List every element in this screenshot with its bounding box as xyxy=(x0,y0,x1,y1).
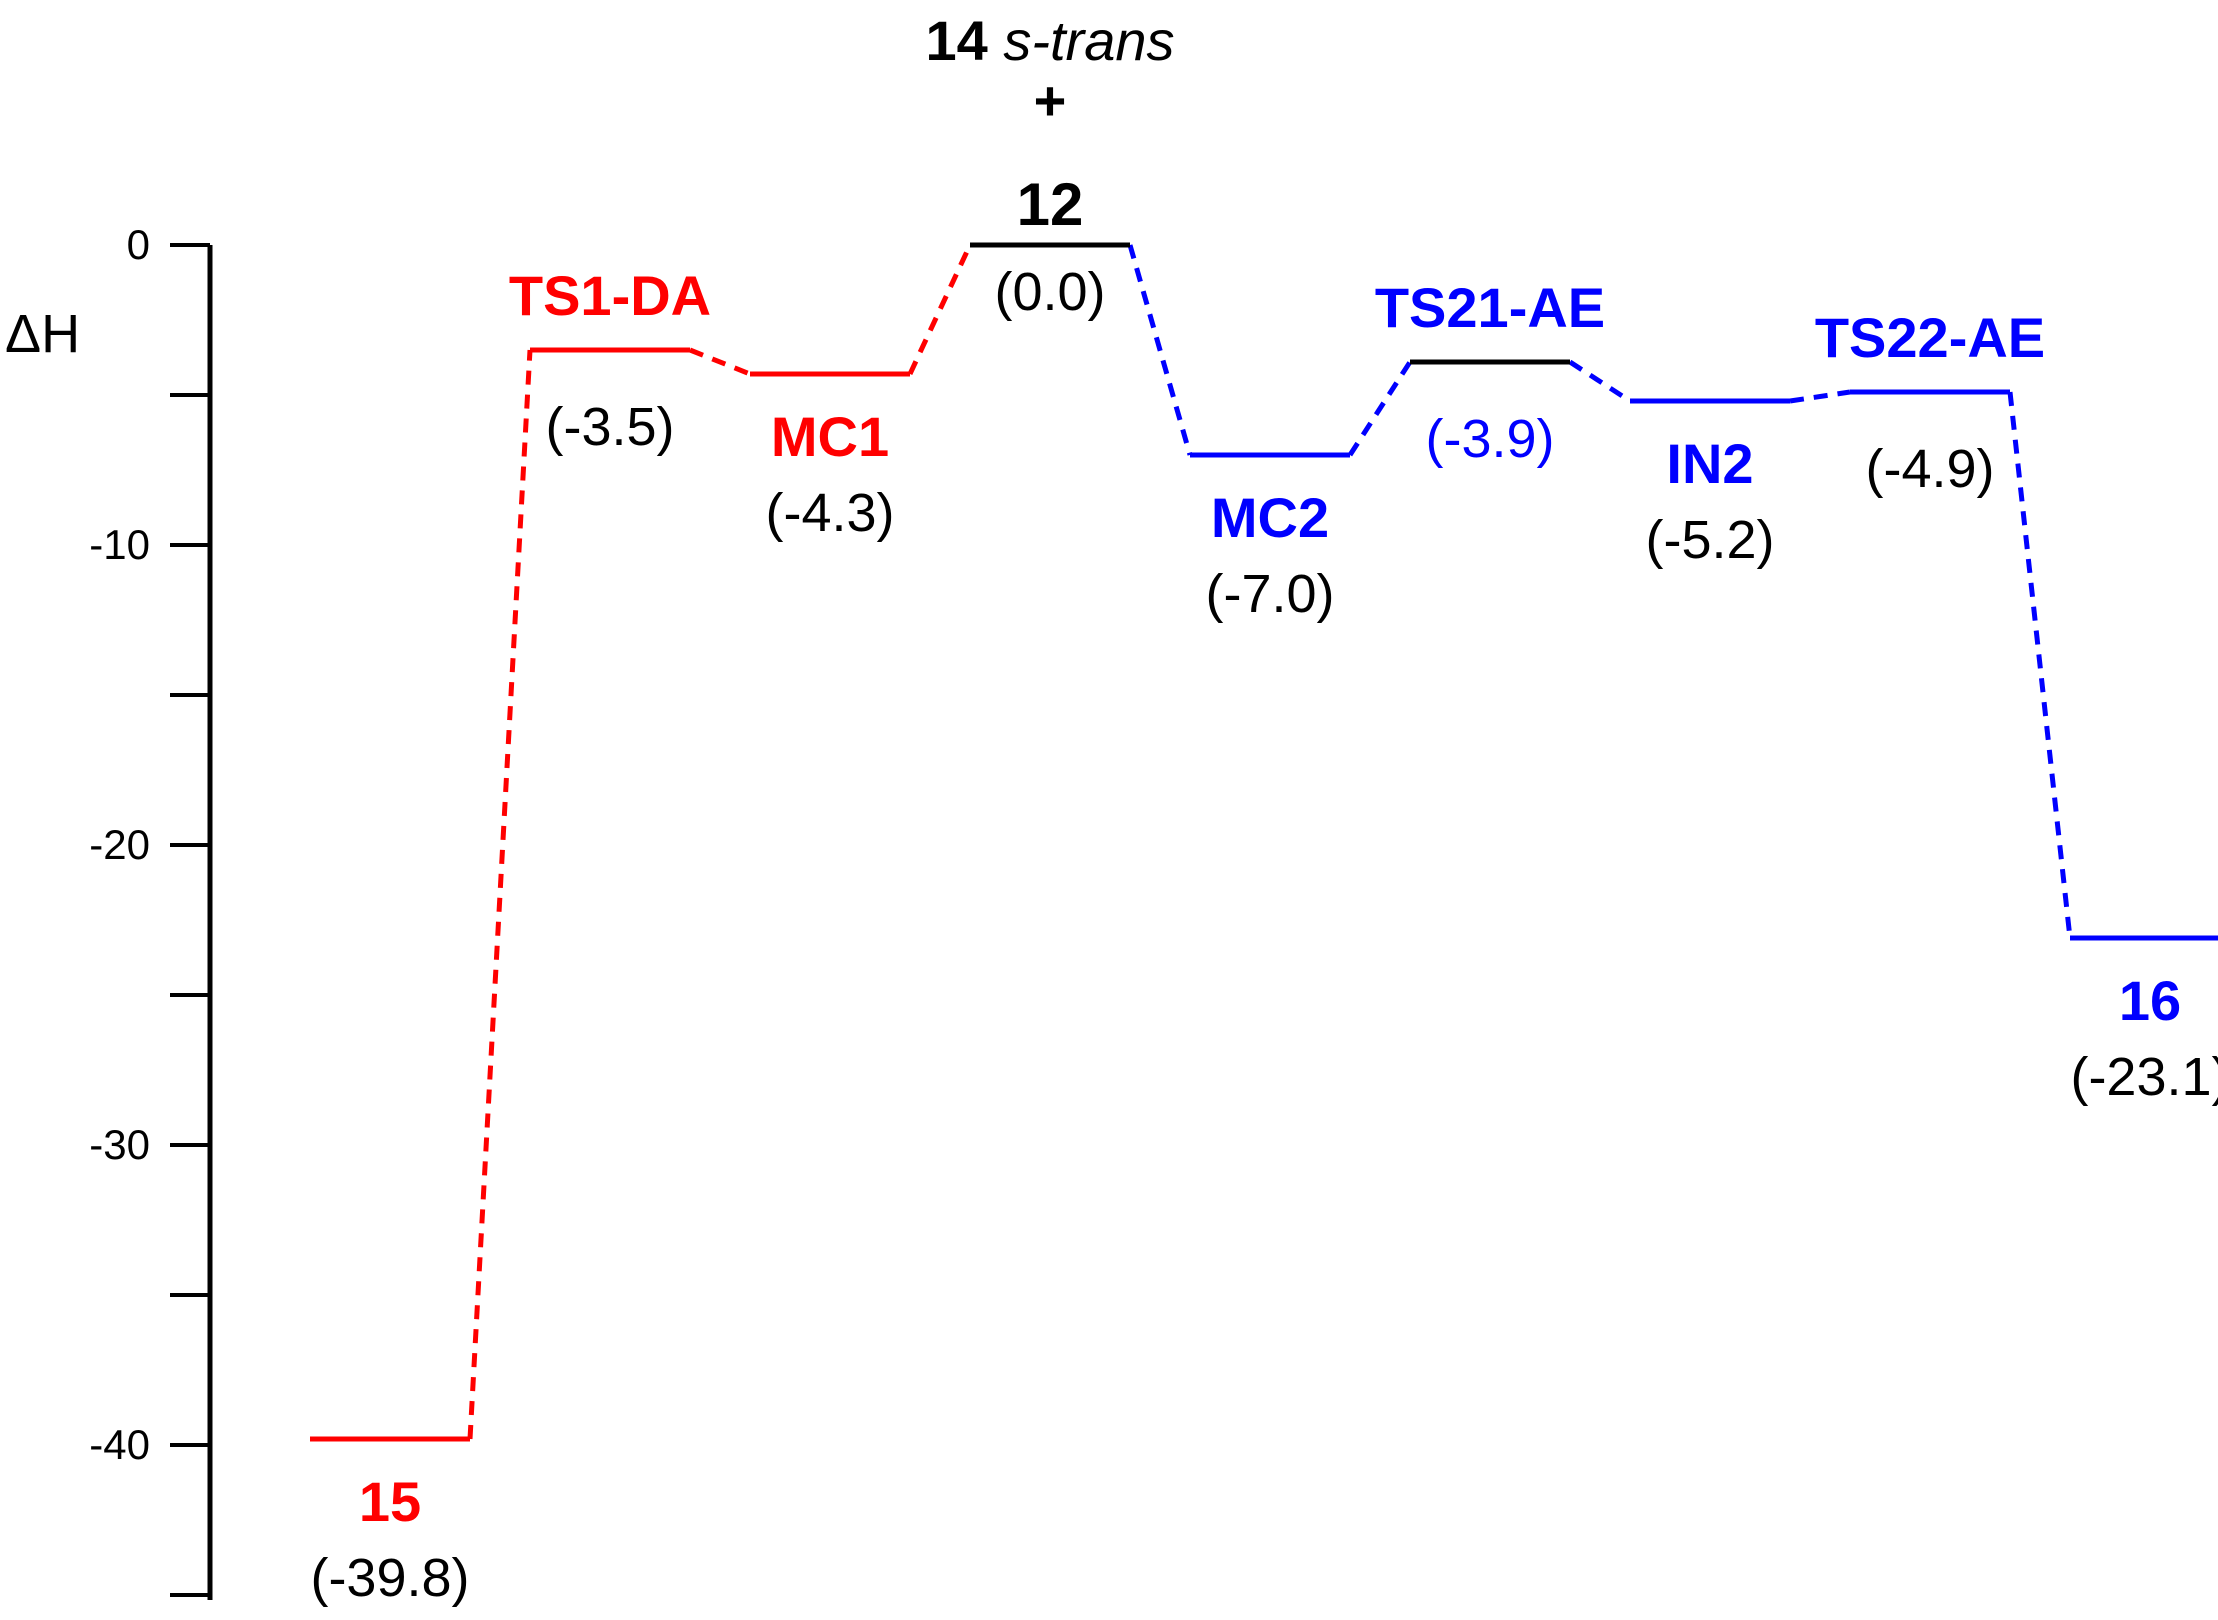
y-tick-label: -20 xyxy=(89,821,150,868)
level-name-mc1: MC1 xyxy=(771,405,889,468)
y-tick-label: 0 xyxy=(127,221,150,268)
connector-15-ts1-da xyxy=(467,349,533,1440)
energy-levels xyxy=(310,242,2218,1442)
connector-in2-ts22-ae xyxy=(1789,389,1851,404)
y-axis-label: ΔH xyxy=(5,304,80,364)
level-value-ts1-da: (-3.5) xyxy=(545,397,674,457)
connector-ts22-ae-16 xyxy=(2007,391,2073,939)
level-value-15: (-39.8) xyxy=(310,1548,469,1608)
level-value-in2: (-5.2) xyxy=(1645,510,1774,570)
y-tick-label: -40 xyxy=(89,1421,150,1468)
y-tick-label: -30 xyxy=(89,1121,150,1168)
level-value-ts22-ae: (-4.9) xyxy=(1865,439,1994,499)
connector-reactants-mc2 xyxy=(1127,244,1193,456)
level-name-ts22-ae: TS22-AE xyxy=(1815,306,2045,369)
connectors xyxy=(467,243,2073,1440)
level-name-ts1-da: TS1-DA xyxy=(509,264,711,327)
y-axis: 0 -10 -20 -30 -40 xyxy=(89,221,213,1600)
level-name-ts21-ae: TS21-AE xyxy=(1375,276,1605,339)
level-labels: 15 (-39.8) TS1-DA (-3.5) MC1 (-4.3) 14 s-trans… xyxy=(310,9,2218,1608)
level-name-15: 15 xyxy=(359,1470,421,1533)
level-name-reactants-plus: + xyxy=(1034,69,1067,132)
level-name-reactants-line3: 12 xyxy=(1017,171,1084,238)
level-name-reactants-line1: 14 s-trans xyxy=(925,9,1174,72)
level-value-reactants: (0.0) xyxy=(994,262,1105,322)
connector-mc1-reactants xyxy=(907,243,973,376)
level-value-mc1: (-4.3) xyxy=(765,483,894,543)
level-name-mc2: MC2 xyxy=(1211,486,1329,549)
connector-mc2-ts21-ae xyxy=(1347,360,1413,457)
level-value-16: (-23.1) xyxy=(2070,1047,2218,1107)
level-name-in2: IN2 xyxy=(1666,432,1753,495)
connector-ts21-ae-in2 xyxy=(1568,359,1632,404)
level-value-mc2: (-7.0) xyxy=(1205,564,1334,624)
y-tick-label: -10 xyxy=(89,521,150,568)
level-name-16: 16 xyxy=(2119,969,2181,1032)
connector-ts1-da-mc1 xyxy=(689,347,751,377)
level-value-ts21-ae: (-3.9) xyxy=(1425,409,1554,469)
